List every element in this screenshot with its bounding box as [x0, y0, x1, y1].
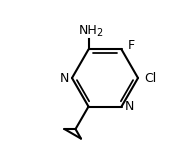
Text: N: N — [60, 72, 69, 85]
Text: 2: 2 — [96, 28, 102, 38]
Text: Cl: Cl — [144, 72, 156, 85]
Text: N: N — [125, 100, 134, 113]
Text: NH: NH — [79, 24, 98, 37]
Text: F: F — [127, 39, 135, 52]
